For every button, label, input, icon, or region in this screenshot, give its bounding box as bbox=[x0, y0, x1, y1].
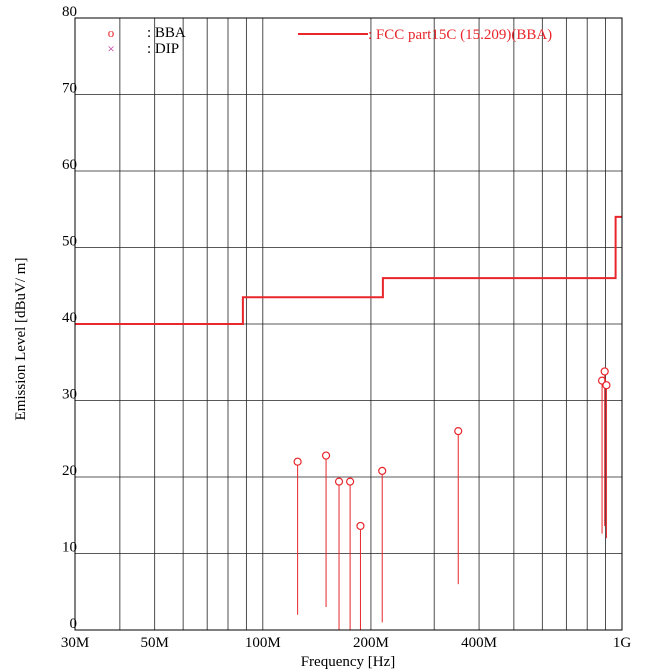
data-point-marker bbox=[321, 451, 331, 460]
x-axis-label: Frequency [Hz] bbox=[301, 654, 396, 670]
data-point-marker bbox=[293, 457, 302, 466]
y-tick-label: 20 bbox=[62, 463, 77, 479]
y-tick-label: 60 bbox=[62, 157, 77, 173]
y-tick-label: 50 bbox=[62, 234, 77, 250]
y-tick-labels: 0 10 20 30 40 50 60 70 80 bbox=[62, 4, 77, 632]
y-axis-label: Emission Level [dBuV/ m] bbox=[13, 258, 29, 421]
x-tick-labels: 30M 50M 100M 200M 400M 1G bbox=[61, 635, 632, 651]
y-tick-label: 70 bbox=[62, 81, 77, 97]
x-tick-label: 100M bbox=[245, 635, 281, 651]
y-tick-label: 80 bbox=[62, 4, 77, 20]
x-tick-label: 400M bbox=[461, 635, 497, 651]
legend-cross-icon: × bbox=[107, 41, 114, 56]
data-points-group bbox=[293, 367, 611, 630]
y-tick-label: 0 bbox=[70, 616, 78, 632]
legend-circle-icon: o bbox=[108, 25, 115, 40]
plot-frame bbox=[74, 17, 623, 631]
x-tick-label: 30M bbox=[61, 635, 89, 651]
legend: o : BBA × : DIP : FCC part15C (15.209)(BBA) bbox=[107, 25, 552, 57]
limit-line-group bbox=[75, 215, 622, 325]
data-point-marker bbox=[600, 367, 609, 376]
x-tick-label: 1G bbox=[613, 635, 632, 651]
y-tick-label: 10 bbox=[62, 540, 77, 556]
y-tick-label: 30 bbox=[62, 387, 77, 403]
legend-label: : DIP bbox=[147, 41, 179, 57]
data-point-marker bbox=[334, 477, 344, 486]
legend-label: : BBA bbox=[147, 25, 186, 41]
grid bbox=[75, 18, 622, 630]
data-point-marker bbox=[356, 521, 365, 531]
legend-limit-label: : FCC part15C (15.209)(BBA) bbox=[368, 27, 552, 43]
x-tick-label: 200M bbox=[353, 635, 389, 651]
y-tick-label: 40 bbox=[62, 310, 77, 326]
x-tick-label: 50M bbox=[141, 635, 169, 651]
data-point-marker bbox=[378, 466, 387, 475]
data-point-marker bbox=[454, 427, 463, 436]
data-point-marker bbox=[602, 381, 611, 390]
limit-line bbox=[75, 215, 622, 325]
data-point-marker bbox=[346, 477, 355, 486]
